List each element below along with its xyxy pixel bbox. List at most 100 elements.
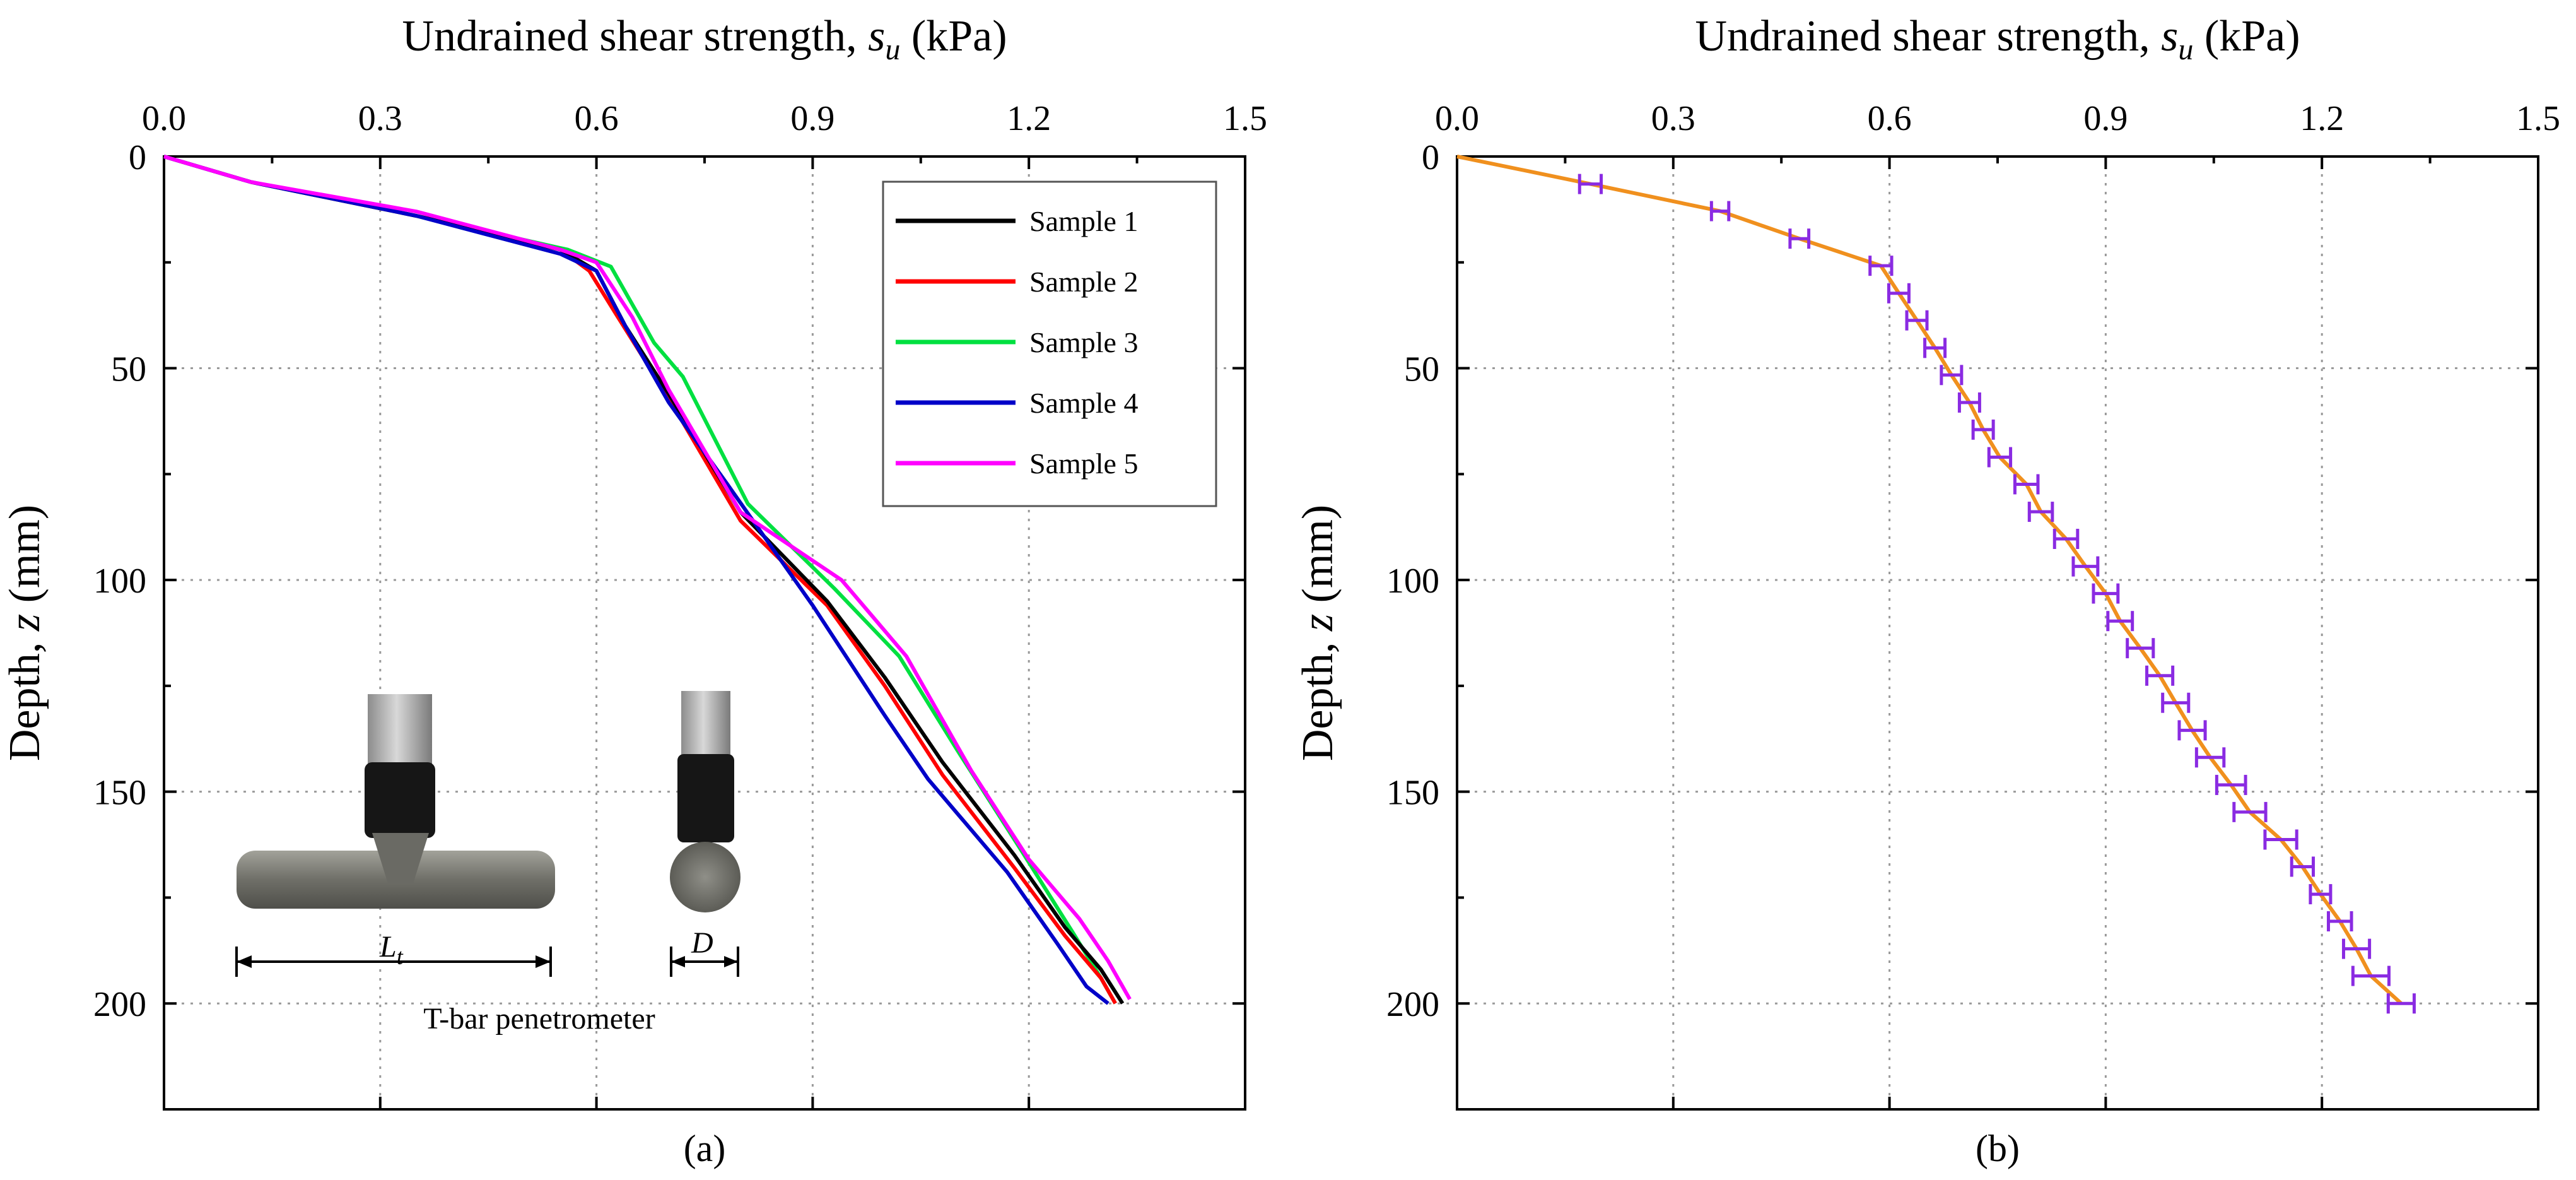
diameter-label: D bbox=[691, 926, 713, 960]
y-tick-label-a: 200 bbox=[93, 985, 146, 1024]
error-bar bbox=[2232, 801, 2268, 822]
series-line-sample-5 bbox=[163, 155, 1132, 1000]
t-bar-joint bbox=[372, 833, 429, 883]
x-axis-title-a: Undrained shear strength, su (kPa) bbox=[402, 12, 1007, 66]
legend-label-sample-4: Sample 4 bbox=[1029, 387, 1138, 419]
x-axis-title-b: Undrained shear strength, su (kPa) bbox=[1695, 12, 2300, 66]
y-tick-label-b: 0 bbox=[1422, 138, 1439, 177]
x-title-main-a: Undrained shear strength, bbox=[402, 12, 868, 61]
y-tick-label-b: 50 bbox=[1404, 350, 1439, 389]
error-bar bbox=[2215, 774, 2247, 795]
series-line-sample-4 bbox=[163, 155, 1109, 1005]
length-label-main: L bbox=[379, 930, 397, 964]
error-bar bbox=[2309, 884, 2333, 905]
error-bar bbox=[1868, 256, 1894, 276]
error-bar bbox=[2341, 938, 2372, 959]
t-bar-tape bbox=[365, 762, 435, 838]
error-bar bbox=[2177, 720, 2207, 741]
error-bar bbox=[2161, 692, 2191, 713]
legend-label-sample-3: Sample 3 bbox=[1029, 326, 1138, 358]
error-bar bbox=[1709, 201, 1731, 221]
x-tick-label-a: 0.9 bbox=[790, 99, 834, 138]
t-bar-photo: Lt D T-bar penetrometer bbox=[235, 691, 741, 1035]
length-label: Lt bbox=[379, 930, 404, 969]
photo-caption: T-bar penetrometer bbox=[423, 1002, 655, 1035]
error-bar bbox=[1887, 283, 1911, 304]
y-tick-label-b: 100 bbox=[1386, 562, 1439, 601]
x-tick-label-b: 0.3 bbox=[1651, 99, 1695, 138]
x-tick-label-a: 0.6 bbox=[575, 99, 619, 138]
y-tick-label-a: 50 bbox=[111, 350, 146, 389]
panel-label-a: (a) bbox=[684, 1128, 726, 1169]
error-bar bbox=[2106, 611, 2134, 632]
error-bar bbox=[1987, 447, 2013, 468]
x-title-main-b: Undrained shear strength, bbox=[1695, 12, 2161, 61]
y-tick-label-a: 150 bbox=[93, 774, 146, 813]
legend-label-sample-5: Sample 5 bbox=[1029, 447, 1138, 480]
y-title-unit-a: (mm) bbox=[1, 505, 49, 614]
x-title-var-a: s bbox=[868, 12, 885, 61]
panel-label-b: (b) bbox=[1976, 1128, 2020, 1169]
error-bar bbox=[2351, 965, 2391, 986]
diameter-arrows bbox=[671, 956, 738, 967]
x-title-sub-a: u bbox=[885, 33, 900, 66]
legend-label-sample-1: Sample 1 bbox=[1029, 205, 1138, 237]
y-tick-label-b: 200 bbox=[1386, 985, 1439, 1024]
grid-b bbox=[1457, 156, 2538, 1109]
side-tape bbox=[677, 754, 734, 842]
x-tick-label-a: 0.0 bbox=[142, 99, 186, 138]
y-tick-label-b: 150 bbox=[1386, 774, 1439, 813]
ticks-a: 0.0 0.3 0.6 0.9 1.2 1.5 0 50 100 150 200 bbox=[93, 99, 1267, 1109]
error-bar bbox=[1971, 419, 1995, 440]
mean-series-line bbox=[1456, 155, 2403, 1005]
series-group-b bbox=[1456, 155, 2416, 1014]
x-tick-label-a: 1.5 bbox=[1223, 99, 1267, 138]
plot-frame-b bbox=[1456, 155, 2539, 1111]
error-bar bbox=[2013, 474, 2040, 495]
y-axis-title-a: Depth, z (mm) bbox=[1, 505, 49, 761]
y-title-main-a: Depth, bbox=[1, 631, 49, 761]
error-bar bbox=[2263, 829, 2298, 850]
series-group-a bbox=[163, 155, 1132, 1005]
legend-a: Sample 1 Sample 2 Sample 3 Sample 4 Sample 5 bbox=[882, 180, 1217, 507]
ticks-b: 0.0 0.3 0.6 0.9 1.2 1.5 0 50 100 150 200 bbox=[1386, 99, 2560, 1109]
error-bar bbox=[1923, 338, 1947, 358]
x-tick-label-b: 1.5 bbox=[2516, 99, 2560, 138]
error-bar bbox=[2326, 911, 2353, 932]
y-tick-label-a: 0 bbox=[129, 138, 146, 177]
x-tick-label-b: 0.9 bbox=[2083, 99, 2128, 138]
y-title-var-a: z bbox=[1, 614, 49, 632]
legend-label-sample-2: Sample 2 bbox=[1029, 266, 1138, 298]
y-title-unit-b: (mm) bbox=[1294, 505, 1342, 614]
error-bar bbox=[2290, 856, 2315, 877]
error-bar bbox=[1788, 228, 1811, 249]
error-bar bbox=[1957, 392, 1981, 413]
x-tick-label-b: 0.6 bbox=[1868, 99, 1912, 138]
y-tick-label-a: 100 bbox=[93, 562, 146, 601]
side-end-circle bbox=[670, 842, 741, 912]
x-title-var-b: s bbox=[2161, 12, 2178, 61]
panel-b: 0.0 0.3 0.6 0.9 1.2 1.5 0 50 100 150 200 Undrained… bbox=[1294, 12, 2560, 1169]
error-bar bbox=[2386, 993, 2416, 1014]
y-title-main-b: Depth, bbox=[1294, 631, 1342, 761]
y-axis-title-b: Depth, z (mm) bbox=[1294, 505, 1342, 761]
x-tick-label-b: 0.0 bbox=[1435, 99, 1479, 138]
error-bar bbox=[2126, 638, 2155, 659]
error-bar bbox=[1940, 365, 1964, 386]
error-bar bbox=[2052, 529, 2080, 550]
error-bar bbox=[2145, 665, 2175, 686]
error-bar bbox=[1905, 310, 1929, 331]
length-label-sub: t bbox=[397, 944, 404, 969]
x-title-unit-b: (kPa) bbox=[2193, 12, 2300, 61]
error-bar bbox=[2071, 556, 2100, 577]
error-bar bbox=[2194, 747, 2226, 768]
error-bar bbox=[1578, 174, 1603, 194]
x-title-sub-b: u bbox=[2178, 33, 2193, 66]
error-bar bbox=[2027, 502, 2054, 522]
x-title-unit-a: (kPa) bbox=[900, 12, 1007, 61]
x-tick-label-a: 0.3 bbox=[358, 99, 402, 138]
x-tick-label-b: 1.2 bbox=[2300, 99, 2344, 138]
y-title-var-b: z bbox=[1294, 614, 1342, 632]
x-tick-label-a: 1.2 bbox=[1007, 99, 1051, 138]
